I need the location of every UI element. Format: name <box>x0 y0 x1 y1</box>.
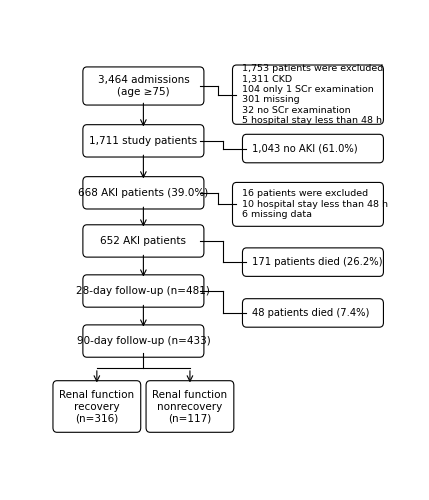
FancyBboxPatch shape <box>83 124 204 157</box>
Text: Renal function
recovery
(n=316): Renal function recovery (n=316) <box>59 390 134 423</box>
FancyBboxPatch shape <box>233 182 384 226</box>
FancyBboxPatch shape <box>83 325 204 357</box>
FancyBboxPatch shape <box>83 225 204 257</box>
FancyBboxPatch shape <box>83 67 204 105</box>
FancyBboxPatch shape <box>242 134 384 163</box>
Text: 1,753 patients were excluded
1,311 CKD
104 only 1 SCr examination
301 missing
32: 1,753 patients were excluded 1,311 CKD 1… <box>242 64 384 125</box>
FancyBboxPatch shape <box>233 65 384 124</box>
Text: 668 AKI patients (39.0%): 668 AKI patients (39.0%) <box>78 188 208 198</box>
Text: 3,464 admissions
(age ≥75): 3,464 admissions (age ≥75) <box>97 75 189 97</box>
Text: 90-day follow-up (n=433): 90-day follow-up (n=433) <box>76 336 210 346</box>
Text: 1,711 study patients: 1,711 study patients <box>89 136 197 146</box>
Text: 28-day follow-up (n=481): 28-day follow-up (n=481) <box>76 286 210 296</box>
FancyBboxPatch shape <box>242 298 384 327</box>
Text: 171 patients died (26.2%): 171 patients died (26.2%) <box>252 257 383 267</box>
FancyBboxPatch shape <box>146 380 234 432</box>
Text: Renal function
nonrecovery
(n=117): Renal function nonrecovery (n=117) <box>152 390 227 423</box>
Text: 652 AKI patients: 652 AKI patients <box>100 236 186 246</box>
FancyBboxPatch shape <box>83 275 204 307</box>
FancyBboxPatch shape <box>53 380 141 432</box>
Text: 1,043 no AKI (61.0%): 1,043 no AKI (61.0%) <box>252 144 358 154</box>
FancyBboxPatch shape <box>83 176 204 209</box>
FancyBboxPatch shape <box>242 248 384 276</box>
Text: 16 patients were excluded
10 hospital stay less than 48 h
6 missing data: 16 patients were excluded 10 hospital st… <box>242 190 389 220</box>
Text: 48 patients died (7.4%): 48 patients died (7.4%) <box>252 308 370 318</box>
